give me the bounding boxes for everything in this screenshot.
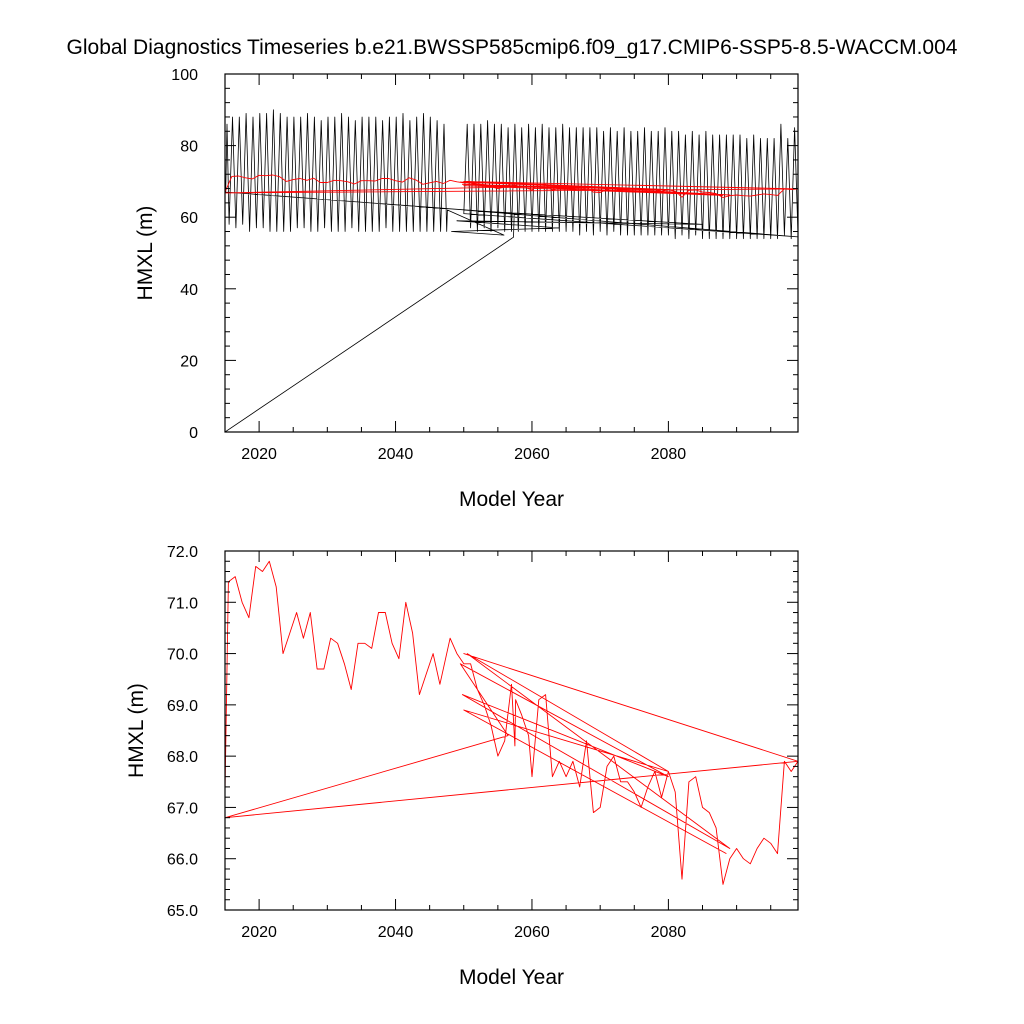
y-tick-label: 40 <box>180 282 198 299</box>
y-tick-label: 100 <box>171 67 198 84</box>
x-tick-label: 2060 <box>514 446 550 463</box>
x-tick-label: 2020 <box>241 924 277 941</box>
y-tick-label: 69.0 <box>167 698 198 715</box>
y-tick-label: 80 <box>180 139 198 156</box>
x-tick-label: 2080 <box>651 924 687 941</box>
y-tick-label: 20 <box>180 353 198 370</box>
y-axis-title: HMXL (m) <box>134 206 157 301</box>
x-tick-label: 2040 <box>378 924 414 941</box>
chart-2: 2020 2040 2060 2080 65.0 66.0 67.0 68.0 69.0 70.0… <box>125 544 799 989</box>
y-tick-label: 71.0 <box>167 595 198 612</box>
y-tick-label: 65.0 <box>167 903 198 920</box>
plot-area <box>225 109 798 432</box>
plot-frame <box>224 73 799 433</box>
x-axis-title: Model Year <box>459 488 564 511</box>
y-tick-label: 67.0 <box>167 800 198 817</box>
y-tick-label: 72.0 <box>167 544 198 561</box>
y-tick-label: 0 <box>189 425 198 442</box>
y-tick-label: 68.0 <box>167 749 198 766</box>
plot-frame <box>224 550 799 911</box>
series-line-annual <box>225 560 798 885</box>
y-tick-label: 66.0 <box>167 852 198 869</box>
y-axis-title: HMXL (m) <box>125 683 148 778</box>
y-tick-label: 60 <box>180 210 198 227</box>
x-tick-label: 2040 <box>378 446 414 463</box>
series-line-monthly <box>225 109 798 432</box>
series-line-annual <box>225 174 798 198</box>
x-tick-label: 2020 <box>241 446 277 463</box>
x-tick-label: 2060 <box>514 924 550 941</box>
y-tick-label: 70.0 <box>167 647 198 664</box>
x-tick-label: 2080 <box>651 446 687 463</box>
figure-title: Global Diagnostics Timeseries b.e21.BWSS… <box>66 36 958 59</box>
plot-area <box>225 560 798 885</box>
x-axis-title: Model Year <box>459 966 564 989</box>
